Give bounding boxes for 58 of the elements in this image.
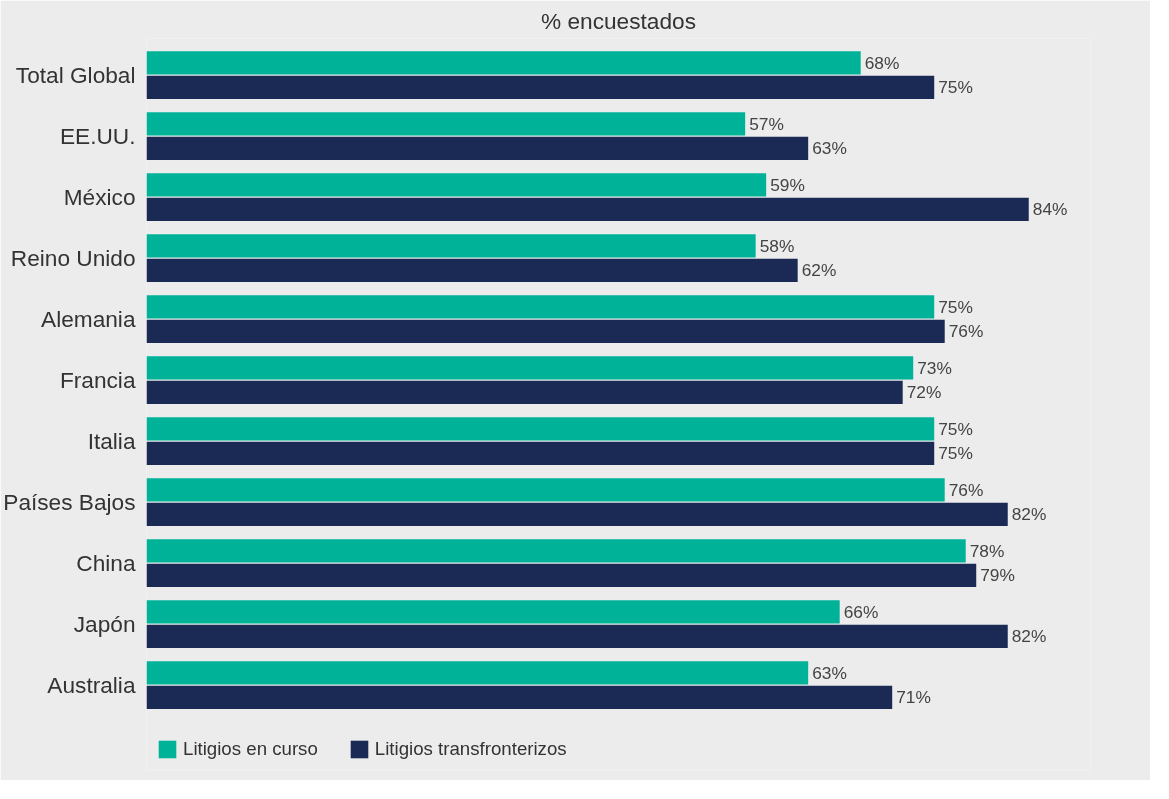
y-tick-label: Reino Unido <box>10 245 136 272</box>
y-tick-label: Japón <box>73 611 136 638</box>
bar <box>146 441 935 465</box>
bar <box>146 51 861 75</box>
bar <box>146 173 767 197</box>
bar <box>146 502 1008 526</box>
chart-title: % encuestados <box>541 7 696 34</box>
data-label: 62% <box>801 260 837 281</box>
data-label: 76% <box>948 479 984 500</box>
data-label: 79% <box>980 565 1015 586</box>
data-label: 82% <box>1011 504 1047 525</box>
data-label: 76% <box>948 321 984 342</box>
bar <box>146 319 945 343</box>
y-tick-label: Países Bajos <box>3 489 136 516</box>
legend-label: Litigios en curso <box>183 738 318 760</box>
bar <box>146 75 935 99</box>
bar <box>146 539 966 563</box>
data-label: 58% <box>759 235 795 256</box>
data-label: 63% <box>812 138 847 159</box>
data-label: 82% <box>1011 626 1047 647</box>
y-tick-label: Australia <box>47 672 136 699</box>
data-label: 66% <box>843 601 879 622</box>
bar <box>146 258 798 282</box>
bar <box>146 136 809 160</box>
bar <box>146 478 945 502</box>
data-label: 75% <box>938 443 973 464</box>
y-tick-label: China <box>76 550 136 577</box>
data-label: 75% <box>938 296 973 317</box>
data-label: 59% <box>770 174 805 195</box>
y-tick-label: Italia <box>87 428 136 455</box>
bar <box>146 417 935 441</box>
bar <box>146 563 977 587</box>
y-tick-label: Total Global <box>15 62 136 89</box>
data-label: 71% <box>896 687 931 708</box>
data-label: 72% <box>906 382 942 403</box>
y-tick-label: México <box>63 184 136 211</box>
bar <box>146 380 903 404</box>
legend-label: Litigios transfronterizos <box>374 738 567 760</box>
bar <box>146 685 893 709</box>
bar <box>146 234 756 258</box>
bar <box>146 600 840 624</box>
bar <box>146 356 914 380</box>
data-label: 73% <box>917 357 952 378</box>
bar <box>146 197 1029 221</box>
y-tick-label: EE.UU. <box>59 123 136 150</box>
data-label: 63% <box>812 662 847 683</box>
y-tick-label: Francia <box>59 367 136 394</box>
bar <box>146 624 1008 648</box>
bar <box>146 112 746 136</box>
y-tick-label: Alemania <box>41 306 136 333</box>
data-label: 68% <box>864 52 900 73</box>
data-label: 57% <box>749 113 784 134</box>
data-label: 75% <box>938 418 973 439</box>
bar <box>146 295 935 319</box>
data-label: 84% <box>1032 199 1068 220</box>
data-label: 75% <box>938 77 973 98</box>
bar <box>146 661 809 685</box>
data-label: 78% <box>969 540 1005 561</box>
